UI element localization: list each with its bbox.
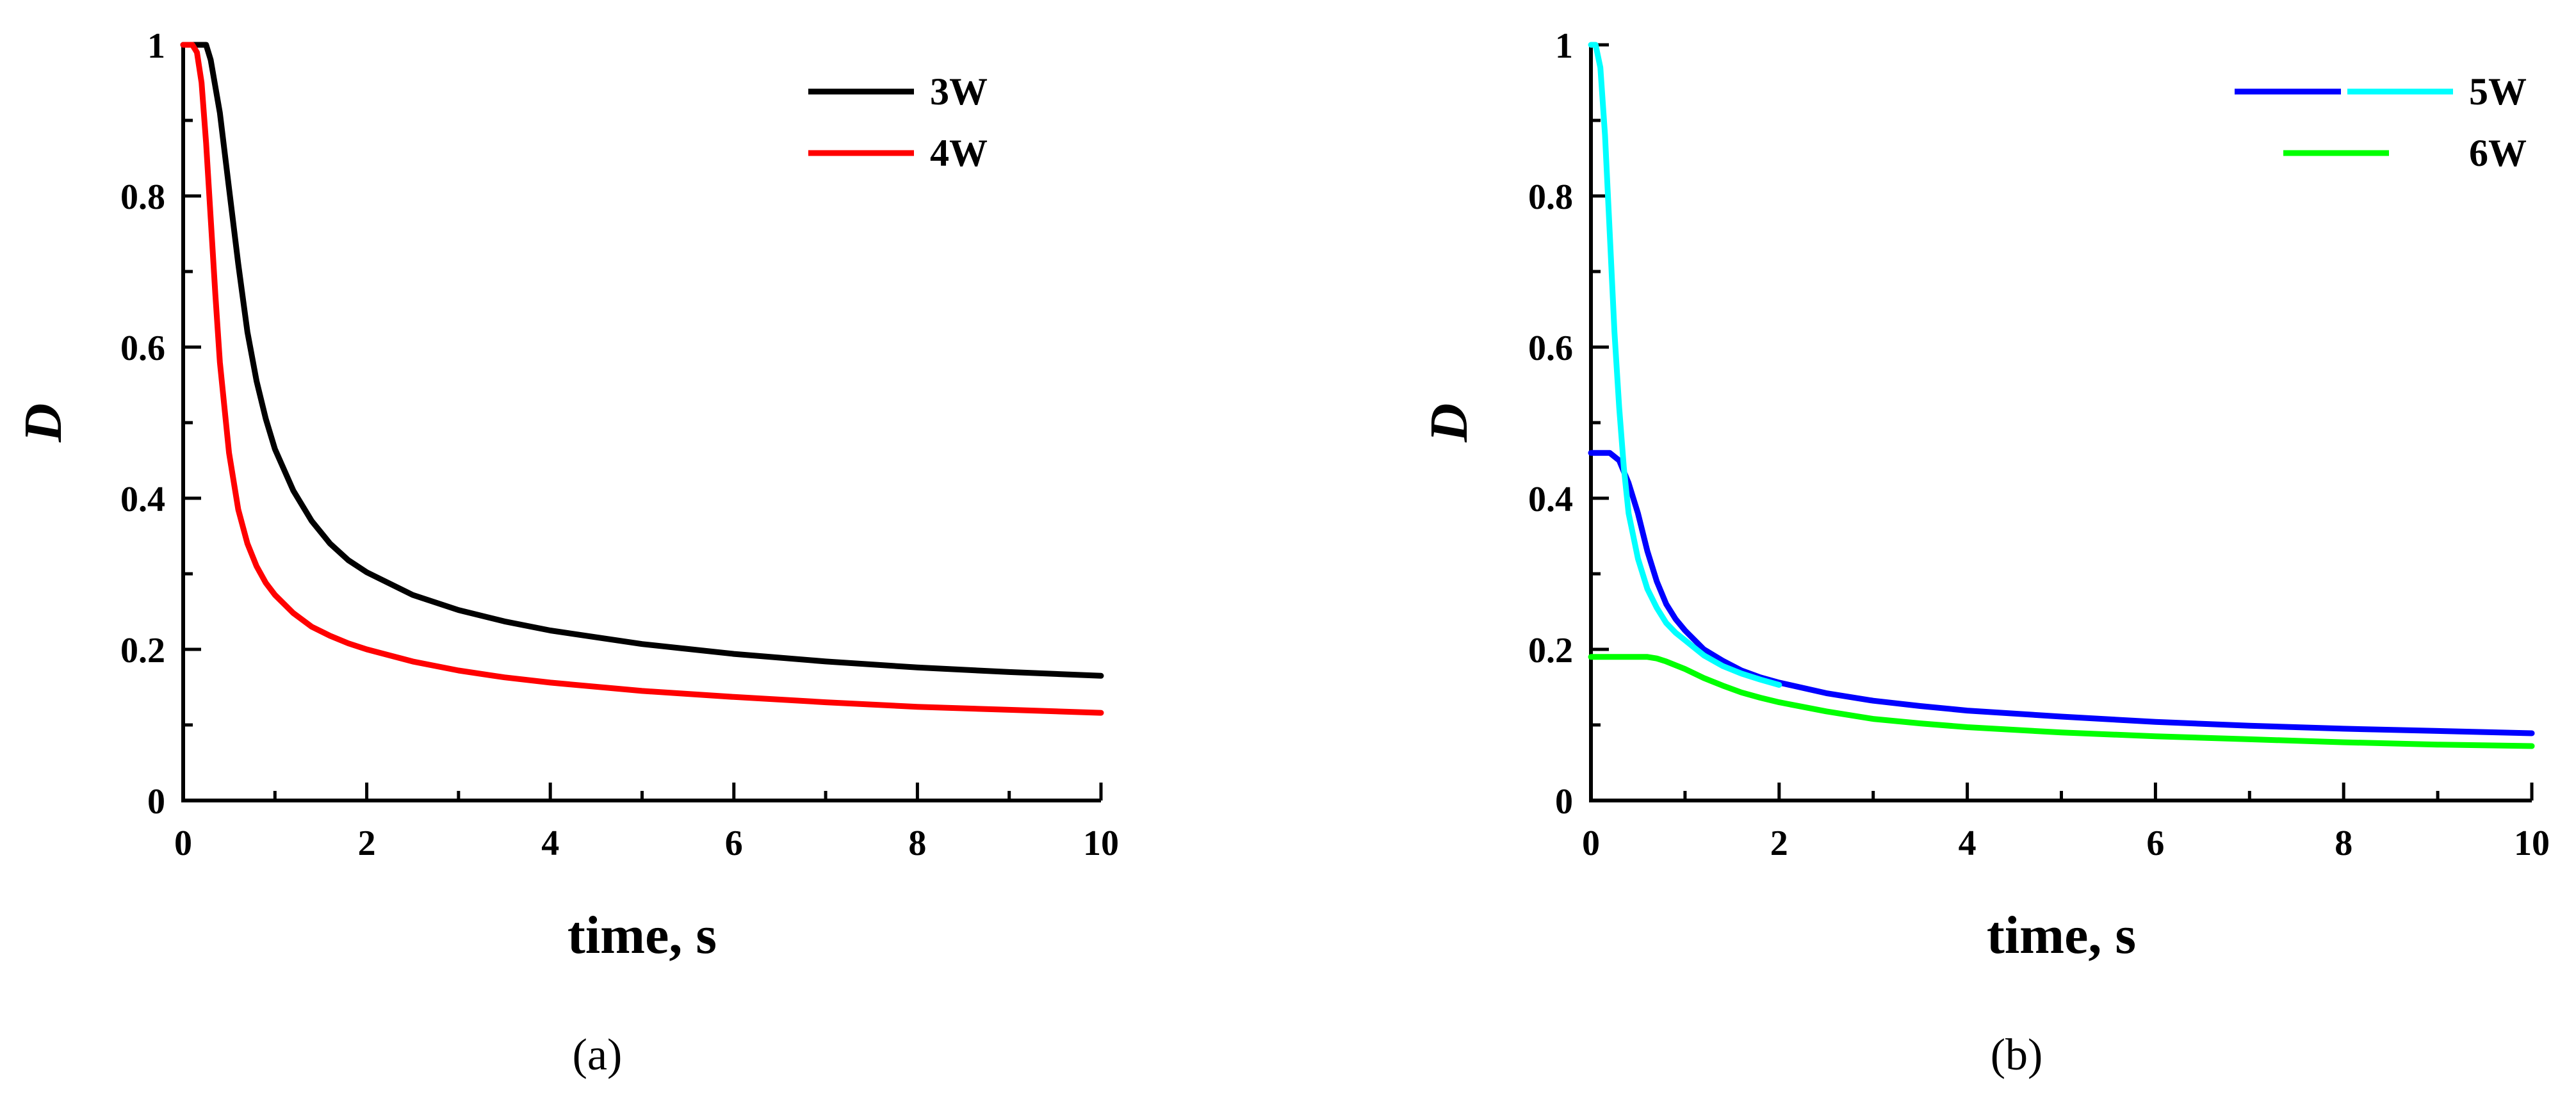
x-tick-label: 10: [1083, 824, 1119, 863]
y-tick-label: 1: [147, 26, 165, 66]
legend-label-6w: 6W: [2469, 132, 2527, 174]
x-axis-title: time, s: [1987, 906, 2136, 965]
panel-label: (a): [573, 1030, 623, 1080]
x-tick-label: 6: [725, 824, 743, 863]
x-tick-label: 8: [908, 824, 926, 863]
x-tick-label: 6: [2146, 824, 2164, 863]
legend-label-4w: 4W: [930, 132, 988, 174]
y-tick-label: 0.6: [1528, 329, 1573, 368]
x-tick-label: 4: [541, 824, 559, 863]
y-tick-label: 0.4: [1528, 480, 1573, 519]
x-tick-label: 0: [174, 824, 192, 863]
x-tick-label: 8: [2335, 824, 2352, 863]
series-line-4w: [180, 42, 1104, 716]
y-tick-label: 0.8: [1528, 177, 1573, 217]
y-tick-label: 0.2: [1528, 631, 1573, 670]
y-tick-label: 0: [1555, 782, 1573, 822]
legend-label-3w: 3W: [930, 70, 988, 113]
x-tick-label: 0: [1582, 824, 1600, 863]
y-tick-label: 0.6: [120, 329, 165, 368]
x-tick-label: 4: [1959, 824, 1977, 863]
x-tick-label: 2: [358, 824, 376, 863]
series-line-3w: [180, 42, 1104, 679]
x-tick-label: 10: [2514, 824, 2550, 863]
y-tick-label: 0: [147, 782, 165, 822]
y-tick-label: 1: [1555, 26, 1573, 66]
legend-label-5w: 5W: [2469, 70, 2527, 113]
y-tick-label: 0.2: [120, 631, 165, 670]
y-axis-title: D: [1419, 403, 1479, 443]
x-axis-title: time, s: [567, 906, 717, 965]
series-line-5w-segment-2: [1588, 42, 1782, 688]
y-tick-label: 0.4: [120, 480, 165, 519]
series-line-5w-segment-1: [1588, 450, 2535, 736]
chart-panel-a: 0 2 4 6 8 10 0 0.2 0.4 0.6 0.8 1 time, s D (a) 3W 4W: [13, 26, 1119, 1080]
panel-label: (b): [1991, 1030, 2043, 1080]
y-axis-title: D: [13, 403, 73, 443]
x-tick-label: 2: [1770, 824, 1788, 863]
y-tick-label: 0.8: [120, 177, 165, 217]
series-line-6w: [1588, 654, 2535, 749]
chart-panel-b: 0 2 4 6 8 10 0 0.2 0.4 0.6 0.8 1 time, s D (b) 5W 6W: [1419, 26, 2550, 1080]
